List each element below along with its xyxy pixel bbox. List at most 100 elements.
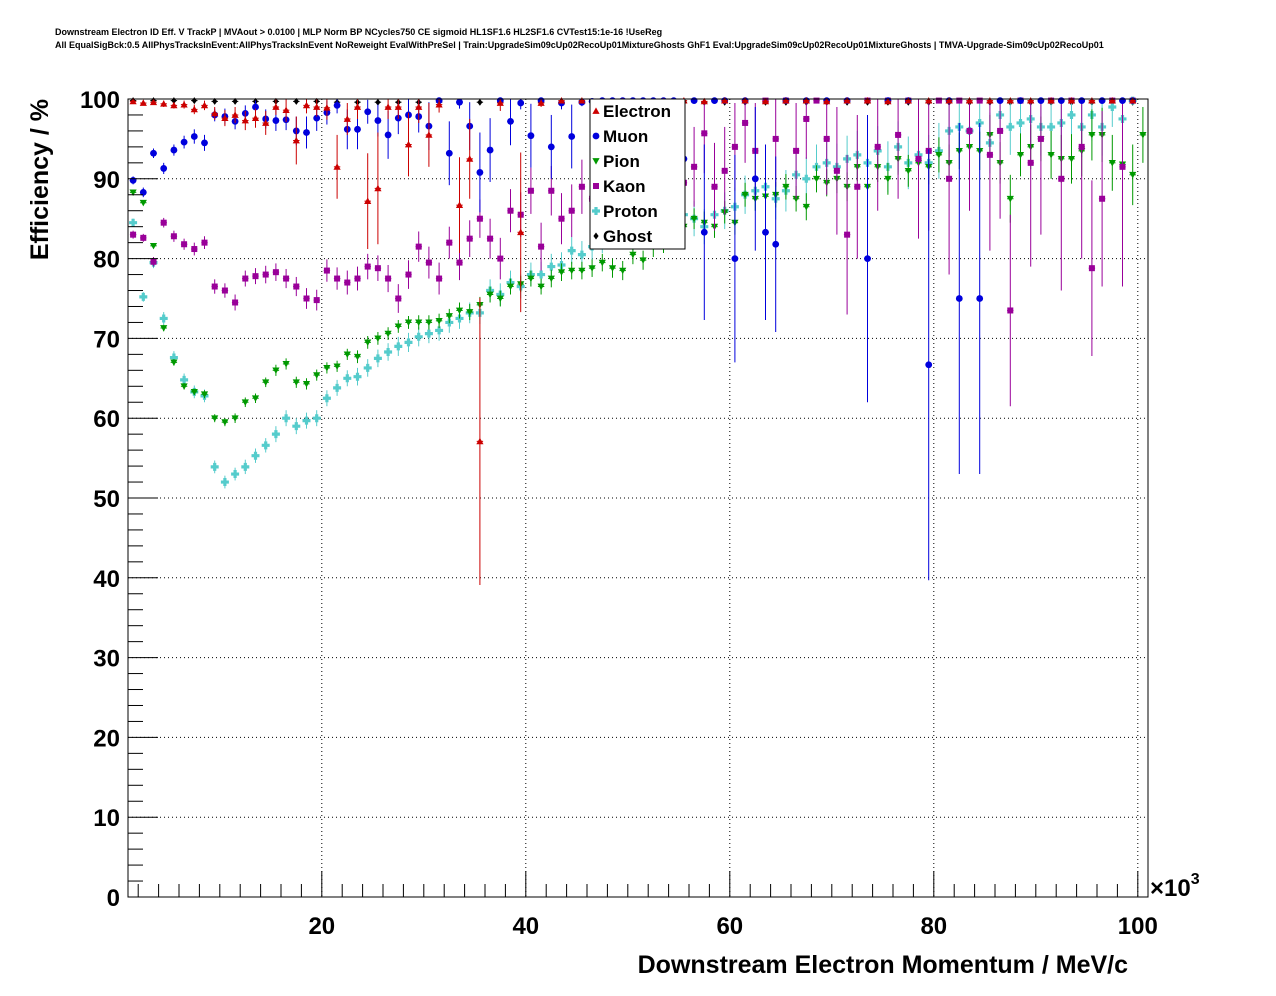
proton-marker bbox=[261, 441, 270, 450]
kaon-marker bbox=[793, 147, 800, 154]
pion-point bbox=[313, 369, 321, 381]
electron-marker bbox=[404, 140, 413, 148]
proton-marker bbox=[567, 246, 576, 255]
electron-marker bbox=[1129, 96, 1137, 104]
pion-marker bbox=[1088, 132, 1096, 139]
muon-point bbox=[700, 144, 708, 321]
pion-marker bbox=[211, 415, 219, 422]
electron-point bbox=[323, 99, 331, 120]
muon-point bbox=[1017, 97, 1024, 104]
pion-point bbox=[904, 154, 912, 187]
electron-marker bbox=[537, 99, 545, 106]
ghost-marker bbox=[232, 97, 238, 105]
pion-point bbox=[506, 278, 515, 295]
proton-point bbox=[129, 218, 138, 227]
kaon-marker bbox=[844, 231, 851, 238]
pion-point bbox=[292, 376, 300, 388]
muon-marker bbox=[313, 114, 321, 122]
muon-marker bbox=[762, 228, 769, 236]
electron-marker bbox=[333, 163, 341, 170]
muon-point bbox=[201, 134, 208, 151]
kaon-point bbox=[323, 259, 331, 282]
pion-marker bbox=[639, 257, 647, 264]
kaon-point bbox=[282, 268, 290, 289]
kaon-point bbox=[415, 231, 422, 262]
muon-marker bbox=[507, 117, 514, 125]
muon-marker bbox=[996, 97, 1004, 104]
pion-point bbox=[302, 378, 311, 390]
muon-marker bbox=[201, 139, 208, 147]
kaon-marker bbox=[405, 271, 412, 278]
legend-label-kaon: Kaon bbox=[603, 177, 646, 196]
pion-point bbox=[598, 253, 606, 272]
kaon-point bbox=[1037, 99, 1045, 235]
y-tick-label: 90 bbox=[93, 167, 120, 194]
kaon-marker bbox=[354, 275, 361, 282]
proton-point bbox=[271, 426, 280, 443]
y-tick-label: 40 bbox=[93, 566, 120, 593]
electron-marker bbox=[802, 96, 810, 104]
proton-marker bbox=[384, 347, 393, 356]
pion-marker bbox=[374, 335, 382, 342]
pion-point bbox=[1047, 130, 1055, 179]
ghost-marker bbox=[477, 98, 483, 106]
pion-marker bbox=[466, 309, 474, 316]
proton-marker bbox=[312, 414, 321, 423]
electron-marker bbox=[323, 104, 331, 111]
proton-point bbox=[1108, 99, 1117, 127]
kaon-marker bbox=[150, 258, 157, 265]
electron-marker bbox=[925, 96, 933, 104]
muon-marker bbox=[364, 108, 372, 116]
pion-marker bbox=[812, 175, 821, 183]
kaon-marker bbox=[976, 97, 983, 104]
muon-marker bbox=[129, 176, 137, 184]
proton-point bbox=[292, 418, 301, 435]
muon-marker bbox=[252, 103, 259, 111]
kaon-point bbox=[160, 217, 167, 228]
legend-entry-electron: Electron bbox=[592, 102, 671, 121]
electron-marker bbox=[496, 99, 504, 106]
pion-point bbox=[160, 324, 168, 332]
electron-point bbox=[1129, 96, 1137, 104]
kaon-marker bbox=[262, 271, 269, 278]
pion-marker bbox=[231, 415, 239, 422]
proton-marker bbox=[282, 414, 291, 423]
electron-point bbox=[537, 99, 545, 107]
electron-marker bbox=[782, 96, 790, 104]
pion-point bbox=[343, 348, 351, 360]
kaon-point bbox=[843, 154, 851, 315]
legend: Electron Muon Pion Kaon Proton Ghost bbox=[589, 98, 686, 250]
proton-point bbox=[210, 460, 219, 474]
proton-marker bbox=[241, 462, 250, 471]
legend-entry-muon: Muon bbox=[592, 127, 648, 146]
legend-label-muon: Muon bbox=[603, 127, 648, 146]
electron-point bbox=[884, 97, 892, 105]
electron-point bbox=[721, 96, 729, 104]
legend-entry-ghost: Ghost bbox=[593, 227, 652, 246]
proton-point bbox=[241, 459, 250, 475]
kaon-point bbox=[140, 233, 147, 242]
kaon-point bbox=[1058, 99, 1065, 291]
pion-marker bbox=[782, 183, 790, 191]
electron-point bbox=[435, 99, 443, 113]
grid bbox=[128, 99, 1148, 897]
electron-point bbox=[843, 96, 851, 104]
electron-point bbox=[823, 97, 831, 105]
muon-point bbox=[129, 176, 137, 185]
pion-marker bbox=[170, 359, 178, 366]
kaon-marker bbox=[854, 183, 861, 190]
electron-point bbox=[200, 100, 209, 111]
electron-marker bbox=[904, 96, 912, 104]
muon-point bbox=[527, 103, 535, 168]
kaon-point bbox=[823, 99, 830, 195]
kaon-point bbox=[405, 260, 412, 289]
muon-marker bbox=[384, 131, 392, 139]
kaon-marker bbox=[578, 183, 585, 190]
muon-point bbox=[190, 129, 198, 144]
kaon-marker bbox=[711, 183, 718, 190]
muon-point bbox=[925, 149, 933, 581]
pion-marker bbox=[578, 267, 586, 275]
pion-marker bbox=[149, 242, 158, 250]
pion-point bbox=[690, 208, 698, 230]
y-tick-label: 0 bbox=[107, 885, 120, 912]
